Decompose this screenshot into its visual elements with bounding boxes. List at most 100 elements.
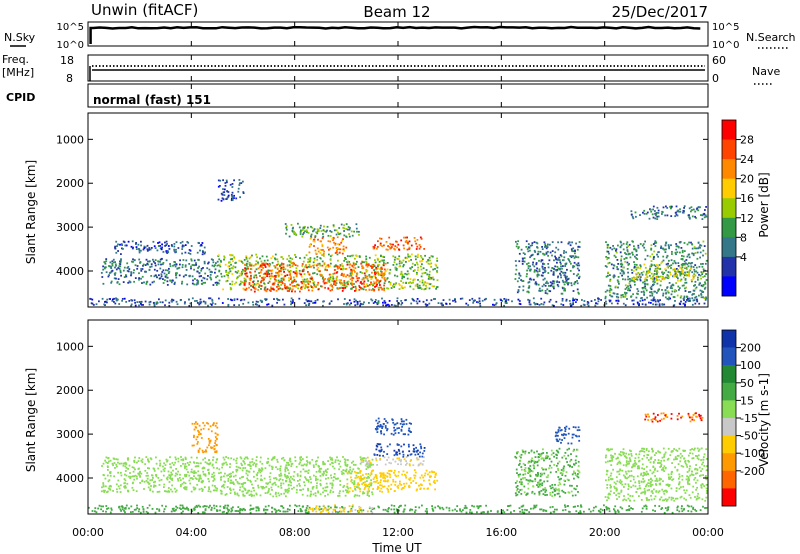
scatter-cell-1 <box>215 461 217 464</box>
scatter-cell-1 <box>210 475 213 478</box>
scatter-cell-4 <box>333 282 335 284</box>
scatter-cell-3 <box>373 476 376 479</box>
scatter-cell-2 <box>287 469 289 471</box>
scatter-cell-9 <box>533 258 536 260</box>
scatter-cell-11 <box>683 263 686 266</box>
scatter-cell-8 <box>242 191 245 193</box>
scatter-cell-5 <box>319 252 322 254</box>
scatter-cell-0 <box>103 303 106 306</box>
scatter-cell-1 <box>178 477 181 479</box>
scatter-cell-9 <box>525 240 528 243</box>
scatter-cell-2 <box>362 482 365 484</box>
scatter-cell-9 <box>529 256 531 259</box>
scatter-cell-1 <box>162 465 164 468</box>
scatter-cell-3 <box>324 265 327 268</box>
scatter-cell-4 <box>292 263 295 266</box>
scatter-cell-0 <box>308 303 310 306</box>
scatter-cell-2 <box>315 479 317 482</box>
scatter-cell-0 <box>219 505 222 508</box>
scatter-cell-1 <box>127 468 129 470</box>
scatter-cell-4 <box>340 268 342 271</box>
scatter-cell-1 <box>131 466 134 469</box>
scatter-cell-4 <box>250 274 252 277</box>
scatter-cell-10 <box>670 259 673 262</box>
scatter-cell-0 <box>176 506 179 509</box>
scatter-cell-4 <box>383 268 386 271</box>
scatter-cell-4 <box>261 262 264 265</box>
scatter-cell-0 <box>517 298 520 301</box>
scatter-cell-4 <box>371 271 373 274</box>
scatter-cell-10 <box>666 286 669 288</box>
scatter-cell-1 <box>105 461 108 464</box>
scatter-cell-10 <box>641 244 644 247</box>
scatter-cell-0 <box>671 511 674 514</box>
scatter-cell-0 <box>684 304 686 307</box>
scatter-cell-1 <box>197 462 200 465</box>
scatter-cell-1 <box>177 460 180 463</box>
scatter-cell-2 <box>232 482 235 485</box>
scatter-cell-1 <box>211 464 214 467</box>
scatter-cell-8 <box>232 196 234 199</box>
scatter-cell-6 <box>405 241 407 243</box>
scatter-cell-0 <box>502 509 504 512</box>
scatter-cell-4 <box>313 285 316 288</box>
scatter-cell-0 <box>204 505 206 507</box>
scatter-cell-2 <box>236 493 239 496</box>
scatter-cell-2 <box>338 492 341 495</box>
scatter-cell-1 <box>103 491 106 493</box>
scatter-cell-3 <box>386 262 389 264</box>
scatter-cell-1 <box>202 466 205 469</box>
scatter-cell-0 <box>496 511 499 513</box>
scatter-cell-3 <box>428 482 431 485</box>
scatter-cell-10 <box>680 271 683 273</box>
scatter-cell-3 <box>331 254 333 257</box>
scatter-cell-7 <box>330 230 333 233</box>
scatter-cell-1 <box>207 469 209 471</box>
scatter-cell-1 <box>102 489 105 492</box>
scatter-cell-10 <box>667 271 670 273</box>
scatter-cell-4 <box>362 267 365 269</box>
scatter-cell-7 <box>326 229 328 232</box>
scatter-cell-3 <box>427 259 429 261</box>
scatter-cell-2 <box>240 483 243 485</box>
scatter-cell-1 <box>196 282 199 285</box>
scatter-cell-0 <box>204 301 207 304</box>
scatter-cell-3 <box>218 279 221 282</box>
scatter-cell-3 <box>253 274 256 277</box>
scatter-cell-2 <box>299 470 302 473</box>
scatter-cell-3 <box>328 253 330 256</box>
scatter-cell-2 <box>143 247 146 249</box>
scatter-cell-1 <box>158 274 160 277</box>
scatter-cell-1 <box>112 261 115 264</box>
scatter-cell-4 <box>283 271 285 273</box>
scatter-cell-5 <box>314 252 317 255</box>
scatter-cell-2 <box>246 456 248 459</box>
scatter-cell-0 <box>580 304 583 307</box>
scatter-cell-1 <box>154 259 157 261</box>
scatter-cell-3 <box>431 255 434 258</box>
scatter-cell-1 <box>203 260 206 263</box>
scatter-cell-2 <box>220 490 223 493</box>
scatter-cell-4 <box>289 278 292 280</box>
scatter-cell-4 <box>310 278 313 280</box>
scatter-cell-11 <box>673 275 675 278</box>
scatter-cell-12 <box>666 207 669 209</box>
scatter-cell-9 <box>570 282 573 284</box>
scatter-cell-3 <box>390 287 393 289</box>
scatter-cell-1 <box>185 465 188 468</box>
scatter-cell-1 <box>150 458 153 461</box>
scatter-cell-2 <box>196 251 199 254</box>
scatter-cell-2 <box>249 467 252 470</box>
scatter-cell-12 <box>679 208 681 211</box>
scatter-cell-1 <box>154 485 157 487</box>
scatter-cell-10 <box>627 264 630 266</box>
scatter-cell-0 <box>469 511 471 514</box>
scatter-cell-4 <box>353 269 355 272</box>
scatter-cell-2 <box>286 461 288 464</box>
scatter-cell-0 <box>576 298 578 301</box>
scatter-cell-4 <box>358 284 361 287</box>
scatter-cell-2 <box>338 463 340 465</box>
scatter-cell-0 <box>168 301 171 304</box>
scatter-cell-0 <box>536 303 539 305</box>
